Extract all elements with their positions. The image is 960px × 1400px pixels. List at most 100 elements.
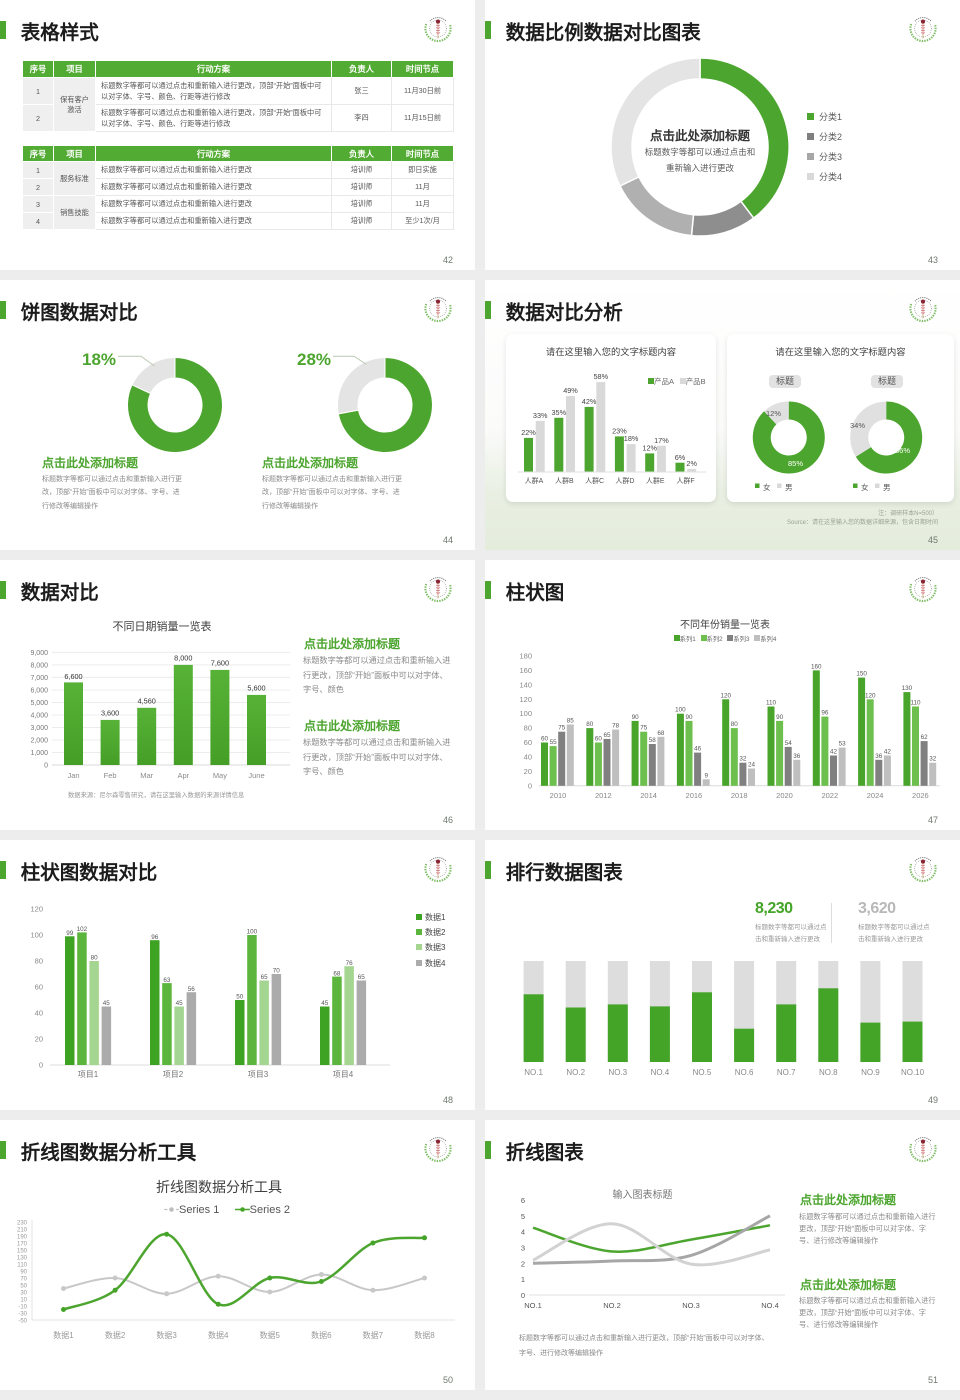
- svg-text:数据5: 数据5: [260, 1330, 281, 1340]
- svg-text:1,000: 1,000: [30, 750, 48, 757]
- svg-text:NO.2: NO.2: [603, 1301, 621, 1310]
- svg-text:12%: 12%: [766, 409, 781, 418]
- svg-text:99: 99: [66, 930, 74, 937]
- svg-text:3,000: 3,000: [30, 725, 48, 732]
- svg-text:女: 女: [861, 482, 869, 492]
- svg-text:45: 45: [321, 1000, 329, 1007]
- svg-text:58: 58: [649, 737, 657, 744]
- svg-text:110: 110: [17, 1263, 27, 1269]
- svg-text:53: 53: [839, 741, 847, 748]
- svg-text:9,000: 9,000: [30, 650, 48, 657]
- svg-text:12%: 12%: [642, 444, 657, 453]
- svg-text:人群A: 人群A: [525, 476, 544, 484]
- svg-text:0: 0: [39, 1061, 43, 1070]
- svg-text:68: 68: [657, 730, 665, 737]
- svg-text:-30: -30: [18, 1312, 27, 1318]
- svg-text:May: May: [213, 771, 227, 780]
- svg-text:35%: 35%: [551, 408, 566, 417]
- svg-text:项目4: 项目4: [333, 1070, 354, 1079]
- svg-text:45: 45: [103, 1000, 111, 1007]
- svg-text:40: 40: [524, 752, 532, 761]
- svg-text:80: 80: [586, 721, 594, 728]
- svg-text:数据6: 数据6: [311, 1330, 332, 1340]
- svg-text:数据2: 数据2: [105, 1330, 126, 1340]
- svg-text:210: 210: [17, 1228, 28, 1234]
- svg-text:160: 160: [519, 666, 532, 675]
- svg-text:数据3: 数据3: [156, 1330, 177, 1340]
- svg-text:男: 男: [785, 483, 793, 492]
- svg-text:NO.4: NO.4: [651, 1068, 670, 1077]
- svg-text:NO.3: NO.3: [682, 1301, 700, 1310]
- svg-text:100: 100: [30, 931, 43, 940]
- svg-text:男: 男: [883, 483, 891, 492]
- svg-text:2022: 2022: [821, 791, 838, 800]
- svg-text:NO.6: NO.6: [735, 1068, 754, 1077]
- svg-text:项目2: 项目2: [163, 1070, 184, 1079]
- svg-text:85%: 85%: [788, 459, 803, 468]
- svg-text:34%: 34%: [850, 421, 865, 430]
- svg-text:90: 90: [632, 714, 640, 721]
- svg-text:2016: 2016: [686, 791, 703, 800]
- svg-text:17%: 17%: [654, 436, 669, 445]
- svg-text:42%: 42%: [582, 397, 597, 406]
- svg-text:56: 56: [188, 986, 196, 993]
- svg-text:90: 90: [20, 1270, 27, 1276]
- svg-text:NO.2: NO.2: [566, 1068, 585, 1077]
- svg-text:20: 20: [35, 1035, 43, 1044]
- svg-text:90: 90: [685, 714, 693, 721]
- svg-text:62: 62: [921, 734, 929, 741]
- svg-text:50: 50: [236, 994, 244, 1001]
- svg-text:120: 120: [720, 692, 731, 699]
- svg-text:70: 70: [20, 1277, 27, 1283]
- svg-text:6,600: 6,600: [64, 672, 82, 681]
- svg-text:60: 60: [541, 736, 549, 743]
- svg-text:150: 150: [856, 671, 867, 678]
- svg-text:人群B: 人群B: [555, 476, 574, 484]
- svg-text:36: 36: [793, 753, 801, 760]
- svg-text:0: 0: [521, 1291, 525, 1300]
- svg-text:NO.3: NO.3: [608, 1068, 627, 1077]
- svg-text:6,000: 6,000: [30, 688, 48, 695]
- svg-text:3,600: 3,600: [101, 709, 119, 718]
- svg-text:54: 54: [785, 740, 793, 747]
- svg-text:8,000: 8,000: [30, 663, 48, 670]
- svg-text:80: 80: [35, 957, 43, 966]
- svg-text:2014: 2014: [640, 791, 657, 800]
- svg-text:68: 68: [333, 970, 341, 977]
- svg-text:Apr: Apr: [177, 771, 189, 780]
- svg-text:70: 70: [273, 968, 281, 975]
- svg-text:-50: -50: [18, 1319, 27, 1325]
- svg-text:120: 120: [519, 695, 532, 704]
- svg-text:NO.8: NO.8: [819, 1068, 838, 1077]
- svg-text:Feb: Feb: [104, 771, 117, 780]
- svg-text:Jan: Jan: [67, 771, 79, 780]
- svg-text:NO.1: NO.1: [524, 1068, 543, 1077]
- svg-text:2: 2: [521, 1259, 525, 1268]
- svg-text:30: 30: [20, 1291, 27, 1297]
- svg-text:42: 42: [884, 749, 892, 756]
- svg-text:2010: 2010: [550, 791, 567, 800]
- svg-text:32: 32: [929, 756, 937, 763]
- svg-text:65: 65: [603, 732, 611, 739]
- svg-text:NO.9: NO.9: [861, 1068, 880, 1077]
- svg-text:130: 130: [17, 1256, 28, 1262]
- svg-text:2012: 2012: [595, 791, 612, 800]
- svg-text:55: 55: [550, 739, 558, 746]
- svg-text:6%: 6%: [675, 453, 686, 462]
- svg-text:22%: 22%: [521, 428, 536, 437]
- svg-text:Mar: Mar: [140, 771, 153, 780]
- svg-text:85: 85: [567, 718, 575, 725]
- svg-text:75: 75: [640, 725, 648, 732]
- svg-text:45: 45: [176, 1000, 184, 1007]
- svg-text:3: 3: [521, 1244, 525, 1253]
- svg-text:项目1: 项目1: [78, 1070, 99, 1079]
- svg-text:42: 42: [830, 749, 838, 756]
- svg-text:女: 女: [763, 482, 771, 492]
- svg-text:2026: 2026: [912, 791, 929, 800]
- svg-text:80: 80: [524, 724, 532, 733]
- svg-text:76: 76: [346, 960, 354, 967]
- svg-text:NO.4: NO.4: [761, 1301, 779, 1310]
- svg-text:6: 6: [521, 1196, 525, 1205]
- svg-text:0: 0: [528, 781, 532, 790]
- svg-text:项目3: 项目3: [248, 1070, 269, 1079]
